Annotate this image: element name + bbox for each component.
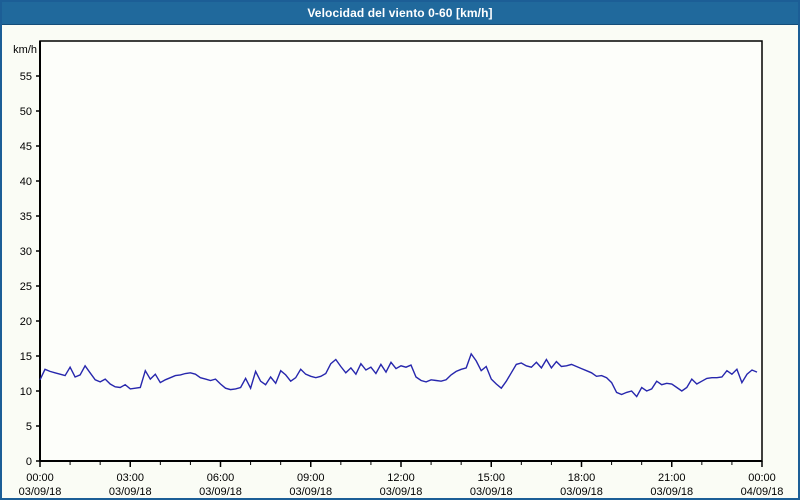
x-tick-date-label: 03/09/18: [19, 486, 62, 498]
x-tick-date-label: 04/09/18: [741, 486, 784, 498]
x-tick-date-label: 03/09/18: [650, 486, 693, 498]
y-tick-label: 15: [20, 351, 32, 363]
x-tick-time-label: 03:00: [116, 472, 144, 484]
y-tick-label: 25: [20, 281, 32, 293]
y-tick-label: 20: [20, 316, 32, 328]
x-tick-date-label: 03/09/18: [199, 486, 242, 498]
y-tick-label: 5: [26, 421, 32, 433]
y-tick-label: 0: [26, 456, 32, 468]
x-tick-time-label: 21:00: [658, 472, 686, 484]
x-tick-time-label: 18:00: [568, 472, 596, 484]
y-tick-label: 35: [20, 211, 32, 223]
x-tick-time-label: 06:00: [207, 472, 235, 484]
y-tick-label: 45: [20, 141, 32, 153]
x-tick-time-label: 15:00: [477, 472, 505, 484]
x-tick-date-label: 03/09/18: [470, 486, 513, 498]
wind-speed-line-chart: 0 5 10 15 20 25 30 35 40 45 50 55 00:00 03/09/18 03:0…: [13, 40, 784, 498]
y-axis-ticks: 0 5 10 15 20 25 30 35 40 45 50 55: [20, 71, 40, 468]
x-tick-date-label: 03/09/18: [560, 486, 603, 498]
plot-background: [40, 41, 762, 461]
x-tick-time-label: 09:00: [297, 472, 325, 484]
x-tick-date-label: 03/09/18: [289, 486, 332, 498]
title-bar: Velocidad del viento 0-60 [km/h]: [2, 2, 798, 25]
y-tick-label: 50: [20, 106, 32, 118]
plot-border-axes: [39, 40, 763, 462]
y-tick-label: 55: [20, 71, 32, 83]
x-tick-time-label: 00:00: [748, 472, 776, 484]
x-tick-time-label: 00:00: [26, 472, 54, 484]
wind-speed-series-line: [39, 352, 758, 398]
x-axis-ticks: 00:00 03/09/18 03:00 03/09/18 06:00 03/09/18 0…: [19, 461, 784, 498]
y-tick-label: 10: [20, 386, 32, 398]
x-tick-date-label: 03/09/18: [380, 486, 423, 498]
chart-area: 0 5 10 15 20 25 30 35 40 45 50 55 00:00 03/09/18 03:0…: [2, 25, 798, 498]
y-tick-label: 30: [20, 246, 32, 258]
chart-title: Velocidad del viento 0-60 [km/h]: [307, 6, 493, 20]
y-tick-label: 40: [20, 176, 32, 188]
x-tick-time-label: 12:00: [387, 472, 415, 484]
y-axis-unit-label: km/h: [13, 44, 37, 56]
x-tick-date-label: 03/09/18: [109, 486, 152, 498]
